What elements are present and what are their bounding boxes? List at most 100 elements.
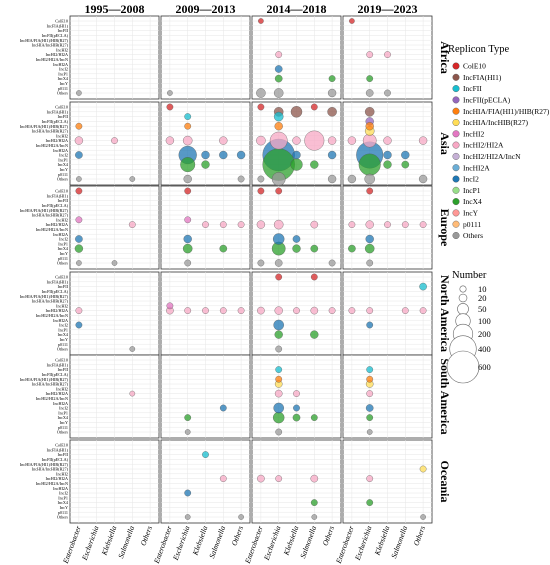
bubble-asia-1-1-15 bbox=[183, 174, 192, 184]
replicon-tick-africa-11: IncP1 bbox=[58, 71, 68, 76]
bubble-north-america-3-1-7 bbox=[366, 307, 374, 314]
legend-item-cole10: ColE10 bbox=[452, 62, 486, 71]
bubble-asia-3-4-7 bbox=[418, 136, 428, 145]
replicon-tick-south-america-5: IncHIA/IncHIB(R27) bbox=[32, 382, 69, 387]
bubble-north-america-2-0-7 bbox=[257, 306, 265, 315]
legend-label: IncX4 bbox=[463, 197, 482, 206]
panel-africa-3 bbox=[342, 15, 433, 100]
replicon-tick-europe-5: IncHIA/IncHIB(R27) bbox=[32, 213, 69, 218]
bubble-europe-3-3-7 bbox=[401, 221, 409, 228]
bubble-asia-1-2-10 bbox=[201, 150, 210, 160]
panel-europe-2 bbox=[251, 185, 342, 270]
size-label: 600 bbox=[478, 362, 491, 372]
bubble-asia-3-1-15 bbox=[364, 173, 375, 185]
bubble-south-america-2-1-7 bbox=[274, 389, 283, 398]
replicon-tick-south-america-12: IncX4 bbox=[58, 415, 69, 420]
panel-north-america-3 bbox=[342, 271, 433, 356]
legend-label: IncHIA/IncHIB(R27) bbox=[463, 118, 528, 127]
legend-swatch bbox=[452, 62, 460, 70]
bubble-north-america-2-1-0 bbox=[275, 273, 283, 281]
panel-north-america-0 bbox=[69, 271, 160, 356]
legend-item-p0111: p0111 bbox=[452, 220, 481, 229]
replicon-tick-south-america-2: IncFII bbox=[58, 367, 69, 372]
panel-south-america-3 bbox=[342, 354, 433, 439]
replicon-tick-africa-5: IncHIA/IncHIB(R27) bbox=[32, 43, 69, 48]
replicon-tick-africa-14: p0111 bbox=[58, 86, 68, 91]
replicon-tick-oceania-0: ColE10 bbox=[55, 443, 68, 448]
size-label: 20 bbox=[478, 293, 487, 303]
period-header-0: 1995—2008 bbox=[85, 2, 145, 16]
bubble-asia-3-3-12 bbox=[401, 160, 410, 169]
bubble-south-america-2-1-2 bbox=[275, 366, 283, 373]
bubble-africa-3-0-0 bbox=[349, 18, 355, 24]
replicon-tick-oceania-11: IncP1 bbox=[58, 495, 68, 500]
bubble-south-america-2-2-12 bbox=[292, 413, 301, 422]
replicon-tick-europe-6: IncHI2 bbox=[56, 217, 68, 222]
bubble-asia-3-0-7 bbox=[347, 136, 357, 145]
legend-label: IncI2 bbox=[463, 175, 479, 184]
replicon-tick-oceania-14: p0111 bbox=[58, 510, 68, 515]
replicon-tick-europe-4: IncHIA/FIA(HI1)/HIB(R27) bbox=[20, 208, 69, 213]
bubble-europe-1-1-15 bbox=[184, 259, 192, 267]
region-label-asia: Asia bbox=[438, 132, 452, 155]
bubble-asia-2-0-0 bbox=[257, 103, 265, 111]
bubble-north-america-0-3-15 bbox=[129, 346, 136, 352]
bubble-north-america-0-0-7 bbox=[75, 307, 83, 314]
bubble-north-america-2-3-7 bbox=[310, 306, 319, 315]
replicon-tick-africa-2: IncFII bbox=[58, 28, 69, 33]
legend-swatch bbox=[452, 96, 460, 104]
bubble-asia-1-1-12 bbox=[180, 157, 196, 173]
panel-africa-0 bbox=[69, 15, 160, 100]
replicon-tick-oceania-3: IncFII(pECLA) bbox=[42, 457, 69, 462]
bubble-south-america-2-2-10 bbox=[293, 404, 300, 412]
replicon-tick-europe-10: IncI2 bbox=[59, 237, 68, 242]
bubble-south-america-3-1-12 bbox=[366, 414, 374, 421]
legend-item-inchia-fia-hi1-hib-r27: IncHIA/FIA(HI1)/HIB(R27) bbox=[452, 107, 550, 116]
bubble-europe-2-0-15 bbox=[257, 259, 265, 267]
region-labels: Africa Asia Europe North America South Ameri… bbox=[438, 41, 452, 502]
legend-swatch bbox=[452, 130, 460, 138]
bubble-africa-3-1-7 bbox=[366, 51, 374, 58]
replicon-tick-north-america-9: IncHI2A bbox=[53, 318, 68, 323]
legend-swatch bbox=[452, 209, 460, 217]
replicon-tick-oceania-4: IncHIA/FIA(HI1)/HIB(R27) bbox=[20, 462, 69, 467]
bubble-oceania-2-3-15 bbox=[311, 514, 318, 520]
legend-item-inci2: IncI2 bbox=[452, 175, 479, 184]
bubble-africa-3-2-7 bbox=[384, 51, 391, 58]
bubble-europe-3-1-7 bbox=[365, 220, 374, 229]
bubble-south-america-3-1-15 bbox=[366, 429, 373, 435]
bubble-europe-2-3-7 bbox=[310, 220, 319, 229]
replicon-tick-asia-8: IncHI2/HI2A/IncN bbox=[36, 143, 68, 148]
bubble-north-america-3-4-7 bbox=[419, 307, 427, 314]
bubble-europe-1-3-7 bbox=[219, 221, 227, 228]
replicon-tick-north-america-2: IncFII bbox=[58, 284, 69, 289]
bubble-europe-0-0-6 bbox=[75, 216, 83, 224]
replicon-tick-south-america-4: IncHIA/FIA(HI1)/HIB(R27) bbox=[20, 377, 69, 382]
bubble-asia-2-4-1 bbox=[327, 107, 337, 117]
bubble-north-america-0-0-10 bbox=[75, 321, 83, 329]
bubble-north-america-3-4-2 bbox=[419, 282, 427, 291]
bubble-europe-3-4-7 bbox=[419, 221, 427, 228]
panel-oceania-3 bbox=[342, 439, 433, 524]
bubble-asia-1-1-4 bbox=[184, 122, 192, 130]
bubble-asia-1-0-7 bbox=[165, 136, 175, 145]
replicon-tick-north-america-0: ColE10 bbox=[55, 275, 68, 280]
legend-swatch bbox=[452, 186, 460, 194]
legend-swatch bbox=[452, 198, 460, 206]
replicon-tick-africa-9: IncHI2A bbox=[53, 62, 68, 67]
legend-label: IncHI2A bbox=[463, 163, 490, 172]
replicon-tick-south-america-15: Others bbox=[57, 430, 69, 435]
bubble-north-america-2-1-7 bbox=[274, 306, 283, 315]
genus-tick-2-others: Others bbox=[321, 525, 336, 547]
legend-swatch bbox=[452, 141, 460, 149]
replicon-tick-north-america-8: IncHI2/HI2A/IncN bbox=[36, 313, 68, 318]
replicon-tick-south-america-14: p0111 bbox=[58, 425, 68, 430]
panel-oceania-0 bbox=[69, 439, 160, 524]
legend-label: IncHI2/HI2A/IncN bbox=[463, 152, 521, 161]
bubble-asia-0-0-7 bbox=[74, 136, 84, 145]
bubble-africa-2-1-12 bbox=[274, 74, 283, 83]
bubble-north-america-2-3-12 bbox=[310, 330, 319, 339]
replicon-tick-oceania-10: IncI2 bbox=[59, 491, 68, 496]
panel-oceania-2 bbox=[251, 439, 342, 524]
replicon-tick-africa-10: IncI2 bbox=[59, 67, 68, 72]
